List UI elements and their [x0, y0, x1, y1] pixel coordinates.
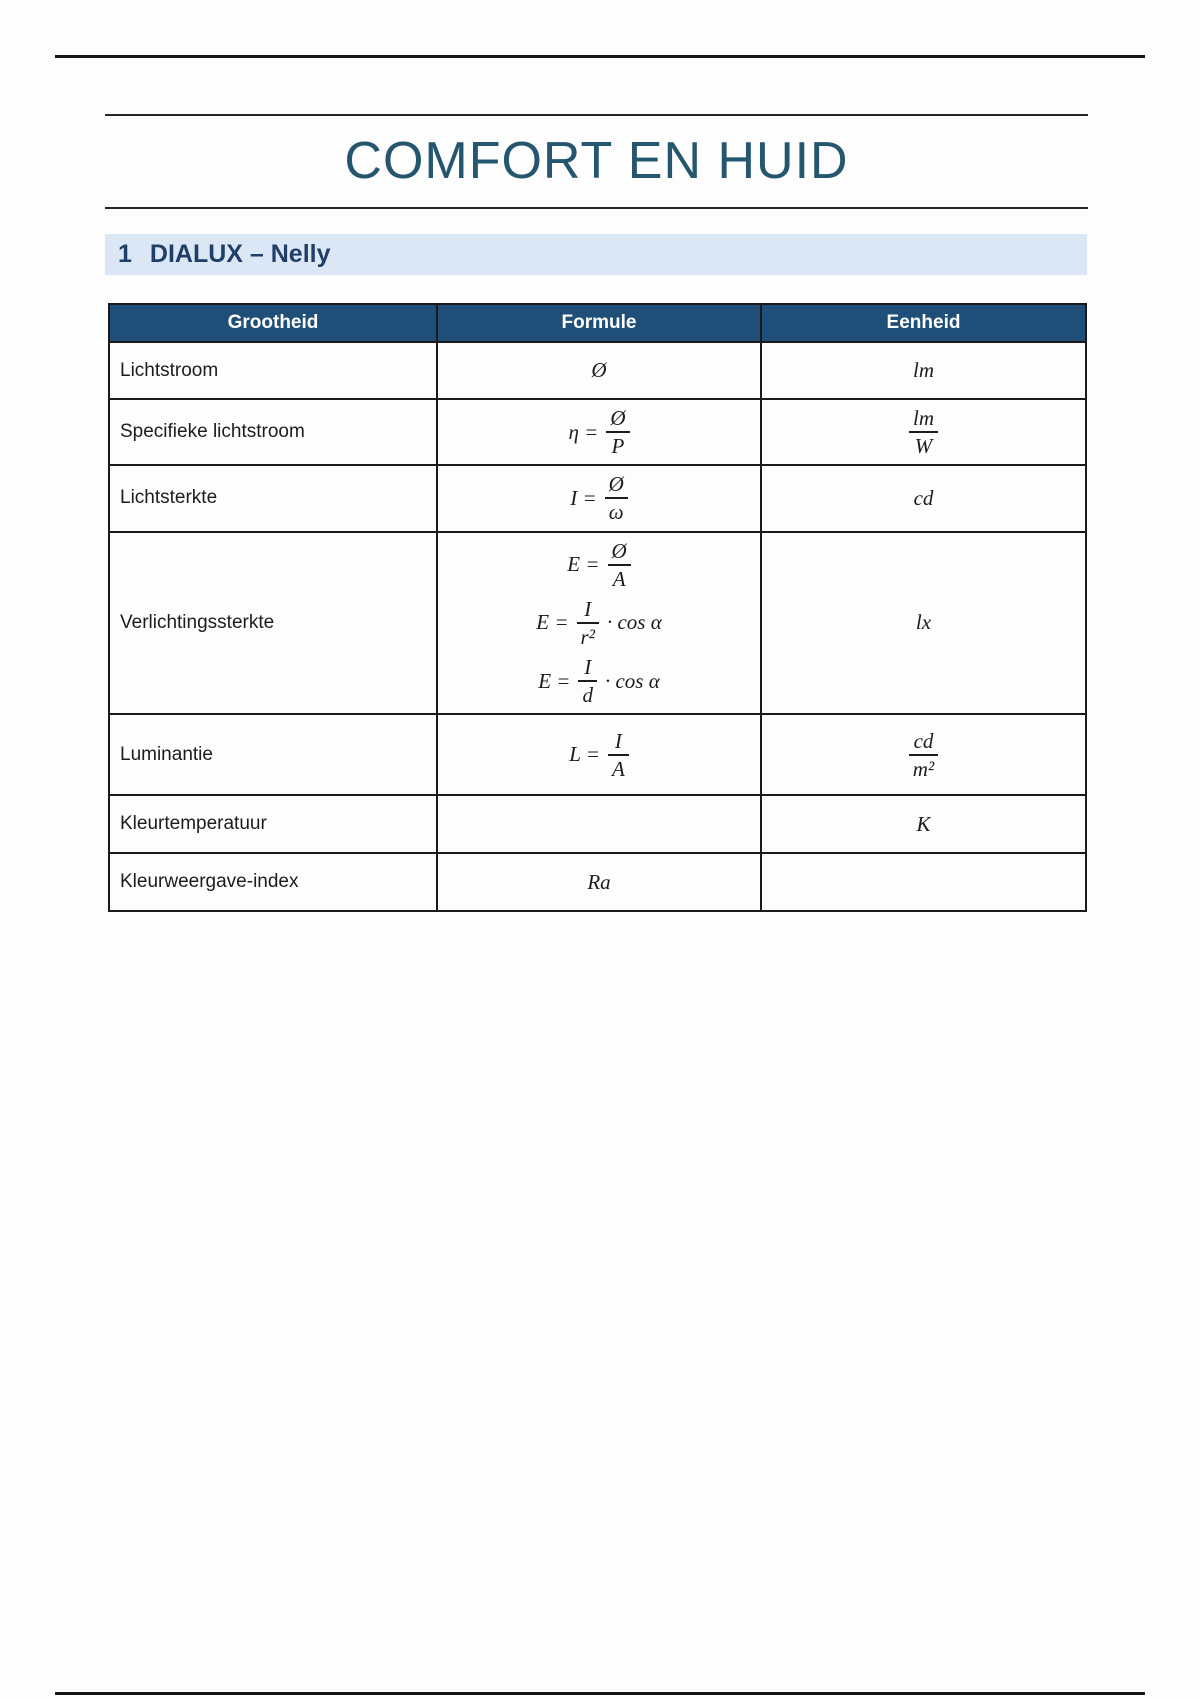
fraction-numerator: Ø: [607, 539, 631, 566]
fraction: I r²: [576, 597, 599, 649]
fraction-denominator: P: [611, 434, 625, 459]
table-row-lichtsterkte: Lichtsterkte I = Ø ω cd: [108, 464, 1087, 533]
table-row-kleurtemperatuur: Kleurtemperatuur K: [108, 794, 1087, 855]
grootheid-cell: Kleurtemperatuur: [108, 794, 438, 855]
formula-lhs: E =: [536, 610, 569, 635]
table-header-row: Grootheid Formule Eenheid: [108, 303, 1087, 343]
fraction: I d: [578, 655, 597, 707]
fraction-numerator: Ø: [604, 472, 628, 500]
formule-cell: E = Ø A E = I r² · cos α: [436, 530, 762, 716]
formula-lhs: E =: [567, 552, 600, 577]
fraction-denominator: A: [612, 566, 626, 591]
table-row-luminantie: Luminantie L = I A cd m²: [108, 713, 1087, 797]
fraction-denominator: A: [611, 756, 625, 781]
grootheid-cell: Specifieke lichtstroom: [108, 397, 438, 467]
fraction-denominator: m²: [912, 756, 935, 781]
formule-cell: Ra: [436, 852, 762, 913]
fraction: I A: [607, 729, 629, 781]
fraction-numerator: lm: [909, 406, 938, 434]
formula-lhs: η =: [568, 419, 599, 444]
section-title: DIALUX – Nelly: [149, 240, 331, 268]
table-row-verlichtingssterkte: Verlichtingssterkte E = Ø A E = I r²: [108, 530, 1087, 716]
formule-cell: L = I A: [436, 713, 762, 797]
fraction-denominator: ω: [608, 500, 624, 525]
fraction-denominator: d: [582, 683, 593, 708]
eenheid-cell: lm: [760, 341, 1087, 400]
bottom-page-rule: [55, 1692, 1145, 1695]
table-row-specifieke-lichtstroom: Specifieke lichtstroom η = Ø P lm: [108, 397, 1087, 467]
unit: lm: [913, 358, 934, 382]
fraction: Ø ω: [604, 472, 628, 525]
fraction-numerator: cd: [908, 729, 939, 756]
table-row-kleurweergave-index: Kleurweergave-index Ra: [108, 852, 1087, 913]
formula: η = Ø P: [438, 406, 760, 458]
formula-suffix: · cos α: [606, 610, 662, 635]
formule-cell: Ø: [436, 341, 762, 400]
formula-table: Grootheid Formule Eenheid Lichtstroom Ø …: [108, 303, 1087, 913]
table-row-lichtstroom: Lichtstroom Ø lm: [108, 341, 1087, 400]
fraction: lm W: [909, 406, 938, 458]
fraction: Ø A: [607, 539, 631, 591]
section-number: 1: [118, 240, 132, 268]
formula: E = Ø A: [438, 539, 760, 591]
formula: E = I r² · cos α: [438, 597, 760, 649]
grootheid-cell: Lichtsterkte: [108, 464, 438, 533]
formula-suffix: · cos α: [604, 668, 660, 693]
eenheid-cell: lx: [760, 530, 1087, 716]
formula: Ra: [587, 869, 611, 894]
unit: lx: [915, 610, 932, 635]
eenheid-cell: cd: [760, 464, 1087, 533]
grootheid-cell: Luminantie: [108, 713, 438, 797]
header-formule: Formule: [436, 303, 762, 343]
unit: cd m²: [762, 729, 1085, 781]
formule-cell-empty: [436, 794, 762, 855]
section-heading: 1 DIALUX – Nelly: [105, 234, 1087, 275]
formule-cell: η = Ø P: [436, 397, 762, 467]
formula: E = I d · cos α: [438, 655, 760, 707]
fraction-numerator: I: [578, 655, 597, 683]
header-eenheid: Eenheid: [760, 303, 1087, 343]
fraction-denominator: W: [914, 434, 933, 459]
fraction-numerator: I: [576, 597, 599, 624]
unit: K: [916, 811, 931, 836]
formule-cell: I = Ø ω: [436, 464, 762, 533]
top-page-rule: [55, 55, 1145, 58]
formula-lhs: E =: [538, 668, 571, 693]
fraction-numerator: Ø: [606, 406, 630, 434]
header-grootheid: Grootheid: [108, 303, 438, 343]
fraction: cd m²: [908, 729, 939, 781]
table-header: Grootheid Formule Eenheid: [108, 303, 1087, 343]
eenheid-cell-empty: [760, 852, 1087, 913]
page-title: COMFORT EN HUID: [344, 132, 849, 190]
fraction-numerator: I: [607, 729, 629, 756]
formula-lhs: L =: [569, 742, 600, 767]
grootheid-cell: Verlichtingssterkte: [108, 530, 438, 716]
formula: L = I A: [438, 729, 760, 781]
fraction: Ø P: [606, 406, 630, 459]
fraction-denominator: r²: [580, 624, 595, 649]
formula-lhs: I =: [570, 485, 597, 510]
title-rule-bottom: [105, 207, 1088, 209]
unit: cd: [913, 485, 934, 510]
grootheid-cell: Kleurweergave-index: [108, 852, 438, 913]
formula: Ø: [591, 358, 607, 382]
eenheid-cell: cd m²: [760, 713, 1087, 797]
eenheid-cell: lm W: [760, 397, 1087, 467]
eenheid-cell: K: [760, 794, 1087, 855]
grootheid-cell: Lichtstroom: [108, 341, 438, 400]
unit: lm W: [762, 406, 1085, 458]
formula: I = Ø ω: [438, 472, 760, 524]
title-rule-top: [105, 114, 1088, 116]
